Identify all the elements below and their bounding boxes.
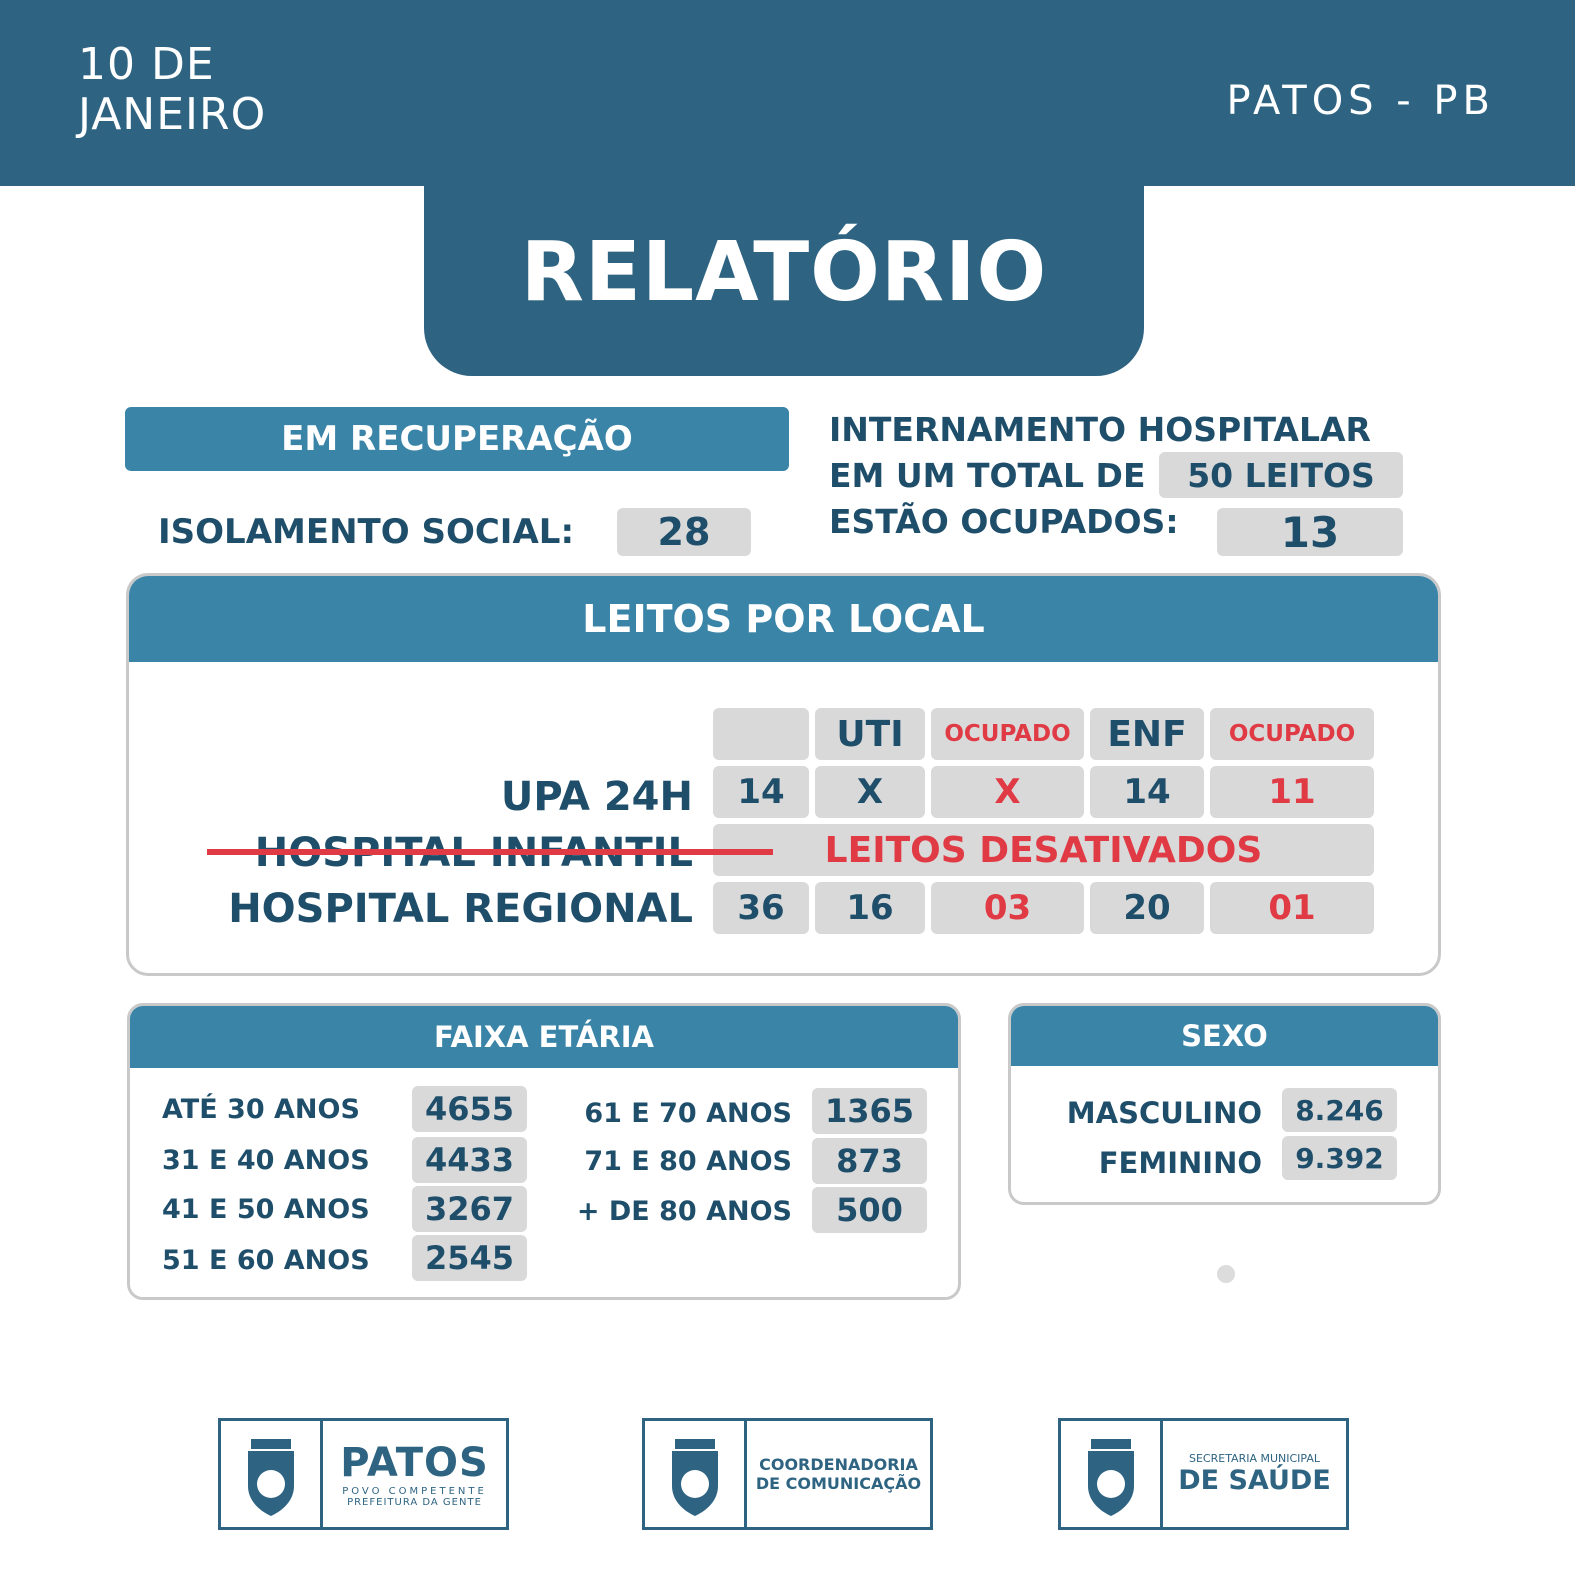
age-value: 4655 [412,1086,527,1132]
hosp-line1: INTERNAMENTO HOSPITALAR [829,410,1371,449]
coat-of-arms-icon [1061,1421,1163,1527]
upa-total: 14 [713,766,809,818]
sex-label-female: FEMININO [1098,1146,1262,1180]
age-value: 1365 [812,1088,927,1134]
regional-enf: 20 [1090,882,1204,934]
col-uti: UTI [815,708,925,760]
age-value: 2545 [412,1235,527,1281]
age-value: 4433 [412,1137,527,1183]
date-line2: JANEIRO [78,89,267,140]
regional-total: 36 [713,882,809,934]
sex-value-male: 8.246 [1282,1088,1397,1132]
age-label: 51 E 60 ANOS [162,1245,370,1276]
row-regional-label: HOSPITAL REGIONAL [228,886,693,932]
age-value: 873 [812,1138,927,1184]
logo-sub2: PREFEITURA DA GENTE [347,1497,482,1508]
logo-prefeitura-patos: PATOS POVO COMPETENTE PREFEITURA DA GENTE [218,1418,509,1530]
coat-of-arms-icon [645,1421,747,1527]
page-title: RELATÓRIO [520,225,1048,320]
age-value: 3267 [412,1186,527,1232]
header-cell [713,708,809,760]
age-label: 71 E 80 ANOS [584,1146,792,1177]
recovery-banner: EM RECUPERAÇÃO [125,407,789,471]
age-title: FAIXA ETÁRIA [130,1006,958,1068]
date-line1: 10 DE [78,39,215,90]
logo-line2: DE COMUNICAÇÃO [755,1474,922,1493]
hosp-line3: ESTÃO OCUPADOS: [829,502,1179,541]
age-label: 31 E 40 ANOS [162,1145,370,1176]
col-uti-occupied: OCUPADO [931,708,1084,760]
sex-label-male: MASCULINO [1066,1096,1262,1130]
title-tab: RELATÓRIO [424,150,1144,376]
coat-of-arms-icon [221,1421,323,1527]
regional-uti: 16 [815,882,925,934]
upa-uti-occupied: X [931,766,1084,818]
logo-secretaria-saude: SECRETARIA MUNICIPAL DE SAÚDE [1058,1418,1349,1530]
logo-line1: COORDENADORIA [759,1455,918,1474]
sex-value-female: 9.392 [1282,1136,1397,1180]
col-enf-occupied: OCUPADO [1210,708,1374,760]
total-beds: 50 LEITOS [1159,452,1403,498]
age-label: 61 E 70 ANOS [584,1098,792,1129]
city-label: PATOS - PB [1226,78,1495,124]
logo-sub1: POVO COMPETENTE [342,1486,487,1497]
logo-name: PATOS [340,1440,489,1486]
age-label: 41 E 50 ANOS [162,1194,370,1225]
beds-deactivated: LEITOS DESATIVADOS [713,824,1374,876]
age-label: ATÉ 30 ANOS [162,1094,360,1125]
beds-title: LEITOS POR LOCAL [129,576,1438,662]
report-date: 10 DE JANEIRO [78,40,266,140]
decor-dot [1217,1265,1235,1283]
regional-uti-occupied: 03 [931,882,1084,934]
col-enf: ENF [1090,708,1204,760]
age-value: 500 [812,1187,927,1233]
logo-line1: SECRETARIA MUNICIPAL [1188,1452,1321,1465]
occupied-beds: 13 [1217,508,1403,557]
logo-coordenadoria: COORDENADORIA DE COMUNICAÇÃO [642,1418,933,1530]
regional-enf-occupied: 01 [1210,882,1374,934]
sex-title: SEXO [1011,1006,1438,1066]
strikethrough-line [207,849,773,855]
sex-panel: SEXO [1008,1003,1441,1205]
upa-enf-occupied: 11 [1210,766,1374,818]
isolation-label: ISOLAMENTO SOCIAL: [158,512,575,552]
hosp-line2: EM UM TOTAL DE [829,456,1146,495]
row-upa-label: UPA 24H [500,774,693,820]
age-label: + DE 80 ANOS [576,1196,792,1227]
upa-uti: X [815,766,925,818]
logo-line2: DE SAÚDE [1178,1465,1331,1496]
isolation-value: 28 [617,508,751,556]
upa-enf: 14 [1090,766,1204,818]
